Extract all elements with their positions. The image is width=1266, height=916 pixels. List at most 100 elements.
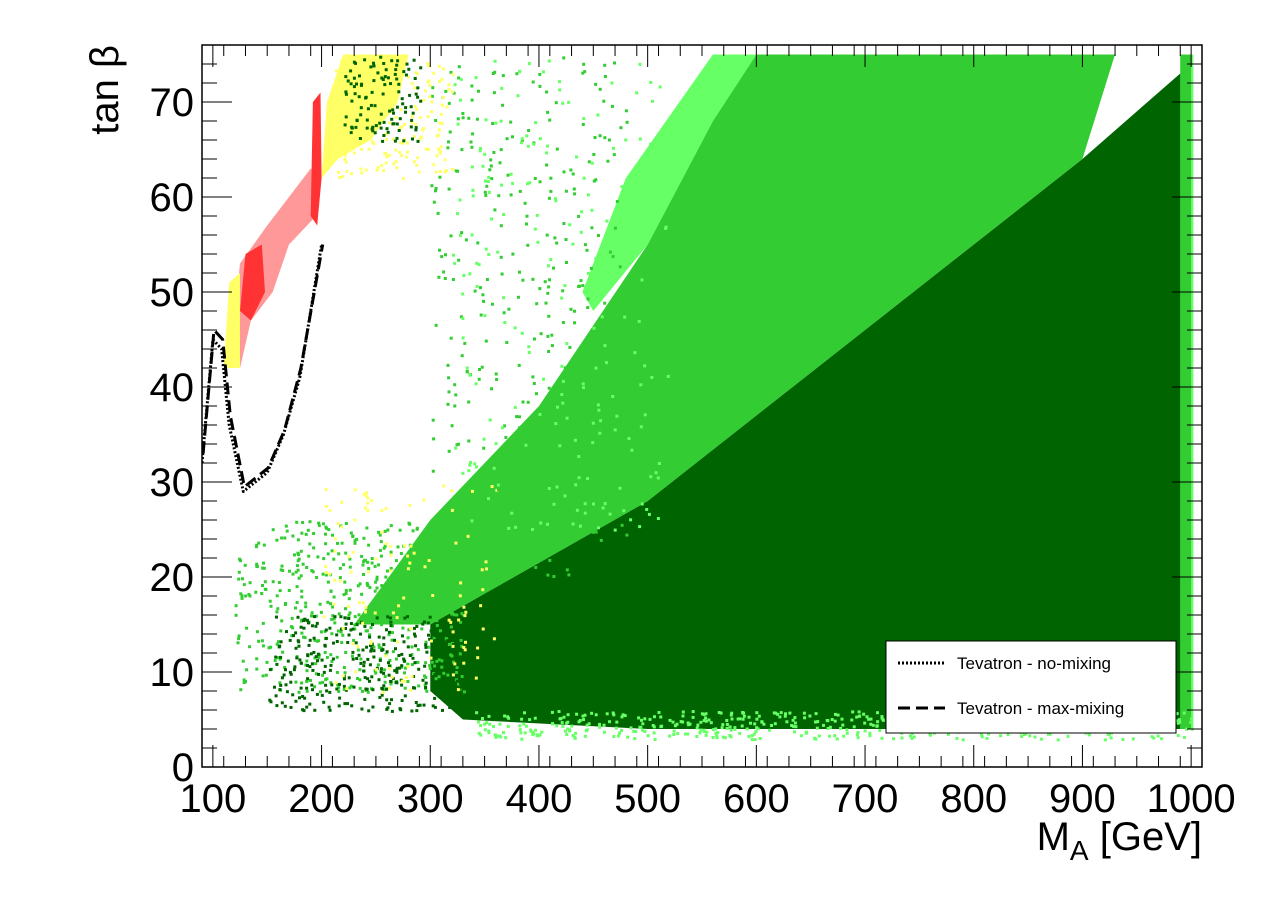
scatter-point [417, 170, 421, 174]
scatter-point [451, 673, 455, 677]
scatter-point [570, 491, 574, 495]
scatter-point [538, 733, 542, 737]
scatter-point [791, 718, 795, 722]
scatter-point [268, 668, 272, 672]
scatter-point [360, 592, 364, 596]
scatter-point [380, 76, 384, 80]
scatter-point [652, 731, 656, 735]
scatter-point [778, 715, 782, 719]
scatter-point [358, 137, 362, 140]
scatter-point [740, 724, 744, 728]
scatter-point [375, 668, 378, 672]
scatter-point [442, 95, 445, 99]
scatter-point [358, 678, 362, 682]
scatter-point [684, 732, 688, 736]
region-yellow-9 [321, 54, 409, 178]
scatter-point [715, 736, 719, 740]
scatter-point [432, 200, 436, 204]
scatter-point [1066, 734, 1070, 738]
scatter-point [414, 701, 418, 704]
scatter-point [388, 702, 392, 706]
scatter-point [586, 306, 590, 309]
scatter-point [391, 122, 395, 126]
scatter-point [407, 67, 411, 71]
scatter-point [316, 555, 320, 559]
scatter-point [654, 220, 658, 223]
scatter-point [334, 537, 337, 541]
scatter-point [350, 99, 354, 103]
scatter-point [376, 663, 380, 667]
scatter-point [458, 234, 462, 237]
scatter-point [640, 278, 644, 282]
scatter-point [857, 710, 861, 714]
scatter-point [547, 285, 551, 289]
scatter-point [297, 690, 301, 694]
scatter-point [439, 145, 443, 149]
scatter-point [375, 168, 379, 172]
scatter-point [565, 495, 569, 499]
scatter-point [386, 130, 390, 134]
scatter-point [494, 456, 498, 460]
scatter-point [356, 677, 359, 680]
scatter-point [280, 564, 284, 568]
scatter-point [638, 62, 642, 66]
scatter-point [320, 658, 324, 662]
scatter-point [362, 669, 366, 673]
scatter-point [753, 722, 757, 726]
scatter-point [277, 581, 281, 584]
scatter-point [409, 105, 413, 109]
scatter-point [435, 619, 439, 623]
scatter-point [773, 722, 777, 726]
scatter-point [316, 652, 320, 656]
scatter-point [360, 554, 364, 558]
scatter-point [434, 323, 438, 327]
scatter-point [296, 568, 300, 572]
scatter-point [328, 572, 332, 576]
scatter-point [573, 735, 577, 739]
scatter-point [312, 546, 316, 550]
scatter-point [362, 664, 366, 668]
scatter-point [552, 575, 556, 578]
y-tick-label: 0 [172, 746, 194, 790]
scatter-point [434, 187, 438, 190]
scatter-point [711, 728, 715, 732]
scatter-point [511, 135, 514, 139]
scatter-point [741, 717, 745, 721]
scatter-point [571, 401, 575, 405]
scatter-point [625, 120, 629, 124]
scatter-point [395, 657, 398, 661]
scatter-point [525, 222, 528, 226]
scatter-point [462, 605, 466, 609]
scatter-point [294, 631, 298, 635]
scatter-point [479, 724, 483, 728]
scatter-point [484, 193, 488, 197]
scatter-point [456, 169, 460, 173]
scatter-point [379, 112, 383, 116]
scatter-point [391, 137, 395, 141]
scatter-point [335, 687, 339, 691]
scatter-point [398, 528, 402, 532]
scatter-point [402, 563, 405, 567]
scatter-point [379, 107, 383, 111]
scatter-point [406, 567, 410, 571]
scatter-point [440, 122, 444, 125]
x-tick-label: 800 [940, 777, 1007, 821]
scatter-point [404, 666, 407, 670]
scatter-point [384, 575, 388, 579]
scatter-point [695, 726, 699, 730]
scatter-point [451, 72, 455, 76]
scatter-point [398, 56, 401, 60]
scatter-point [418, 703, 422, 707]
scatter-point [391, 108, 395, 112]
scatter-point [438, 151, 442, 155]
scatter-point [447, 668, 451, 672]
scatter-point [291, 572, 295, 576]
scatter-point [341, 674, 345, 678]
scatter-point [554, 199, 558, 203]
scatter-point [438, 248, 441, 252]
scatter-point [412, 58, 416, 62]
scatter-point [476, 241, 480, 245]
scatter-point [451, 278, 455, 281]
scatter-point [453, 83, 457, 87]
scatter-point [458, 681, 462, 685]
